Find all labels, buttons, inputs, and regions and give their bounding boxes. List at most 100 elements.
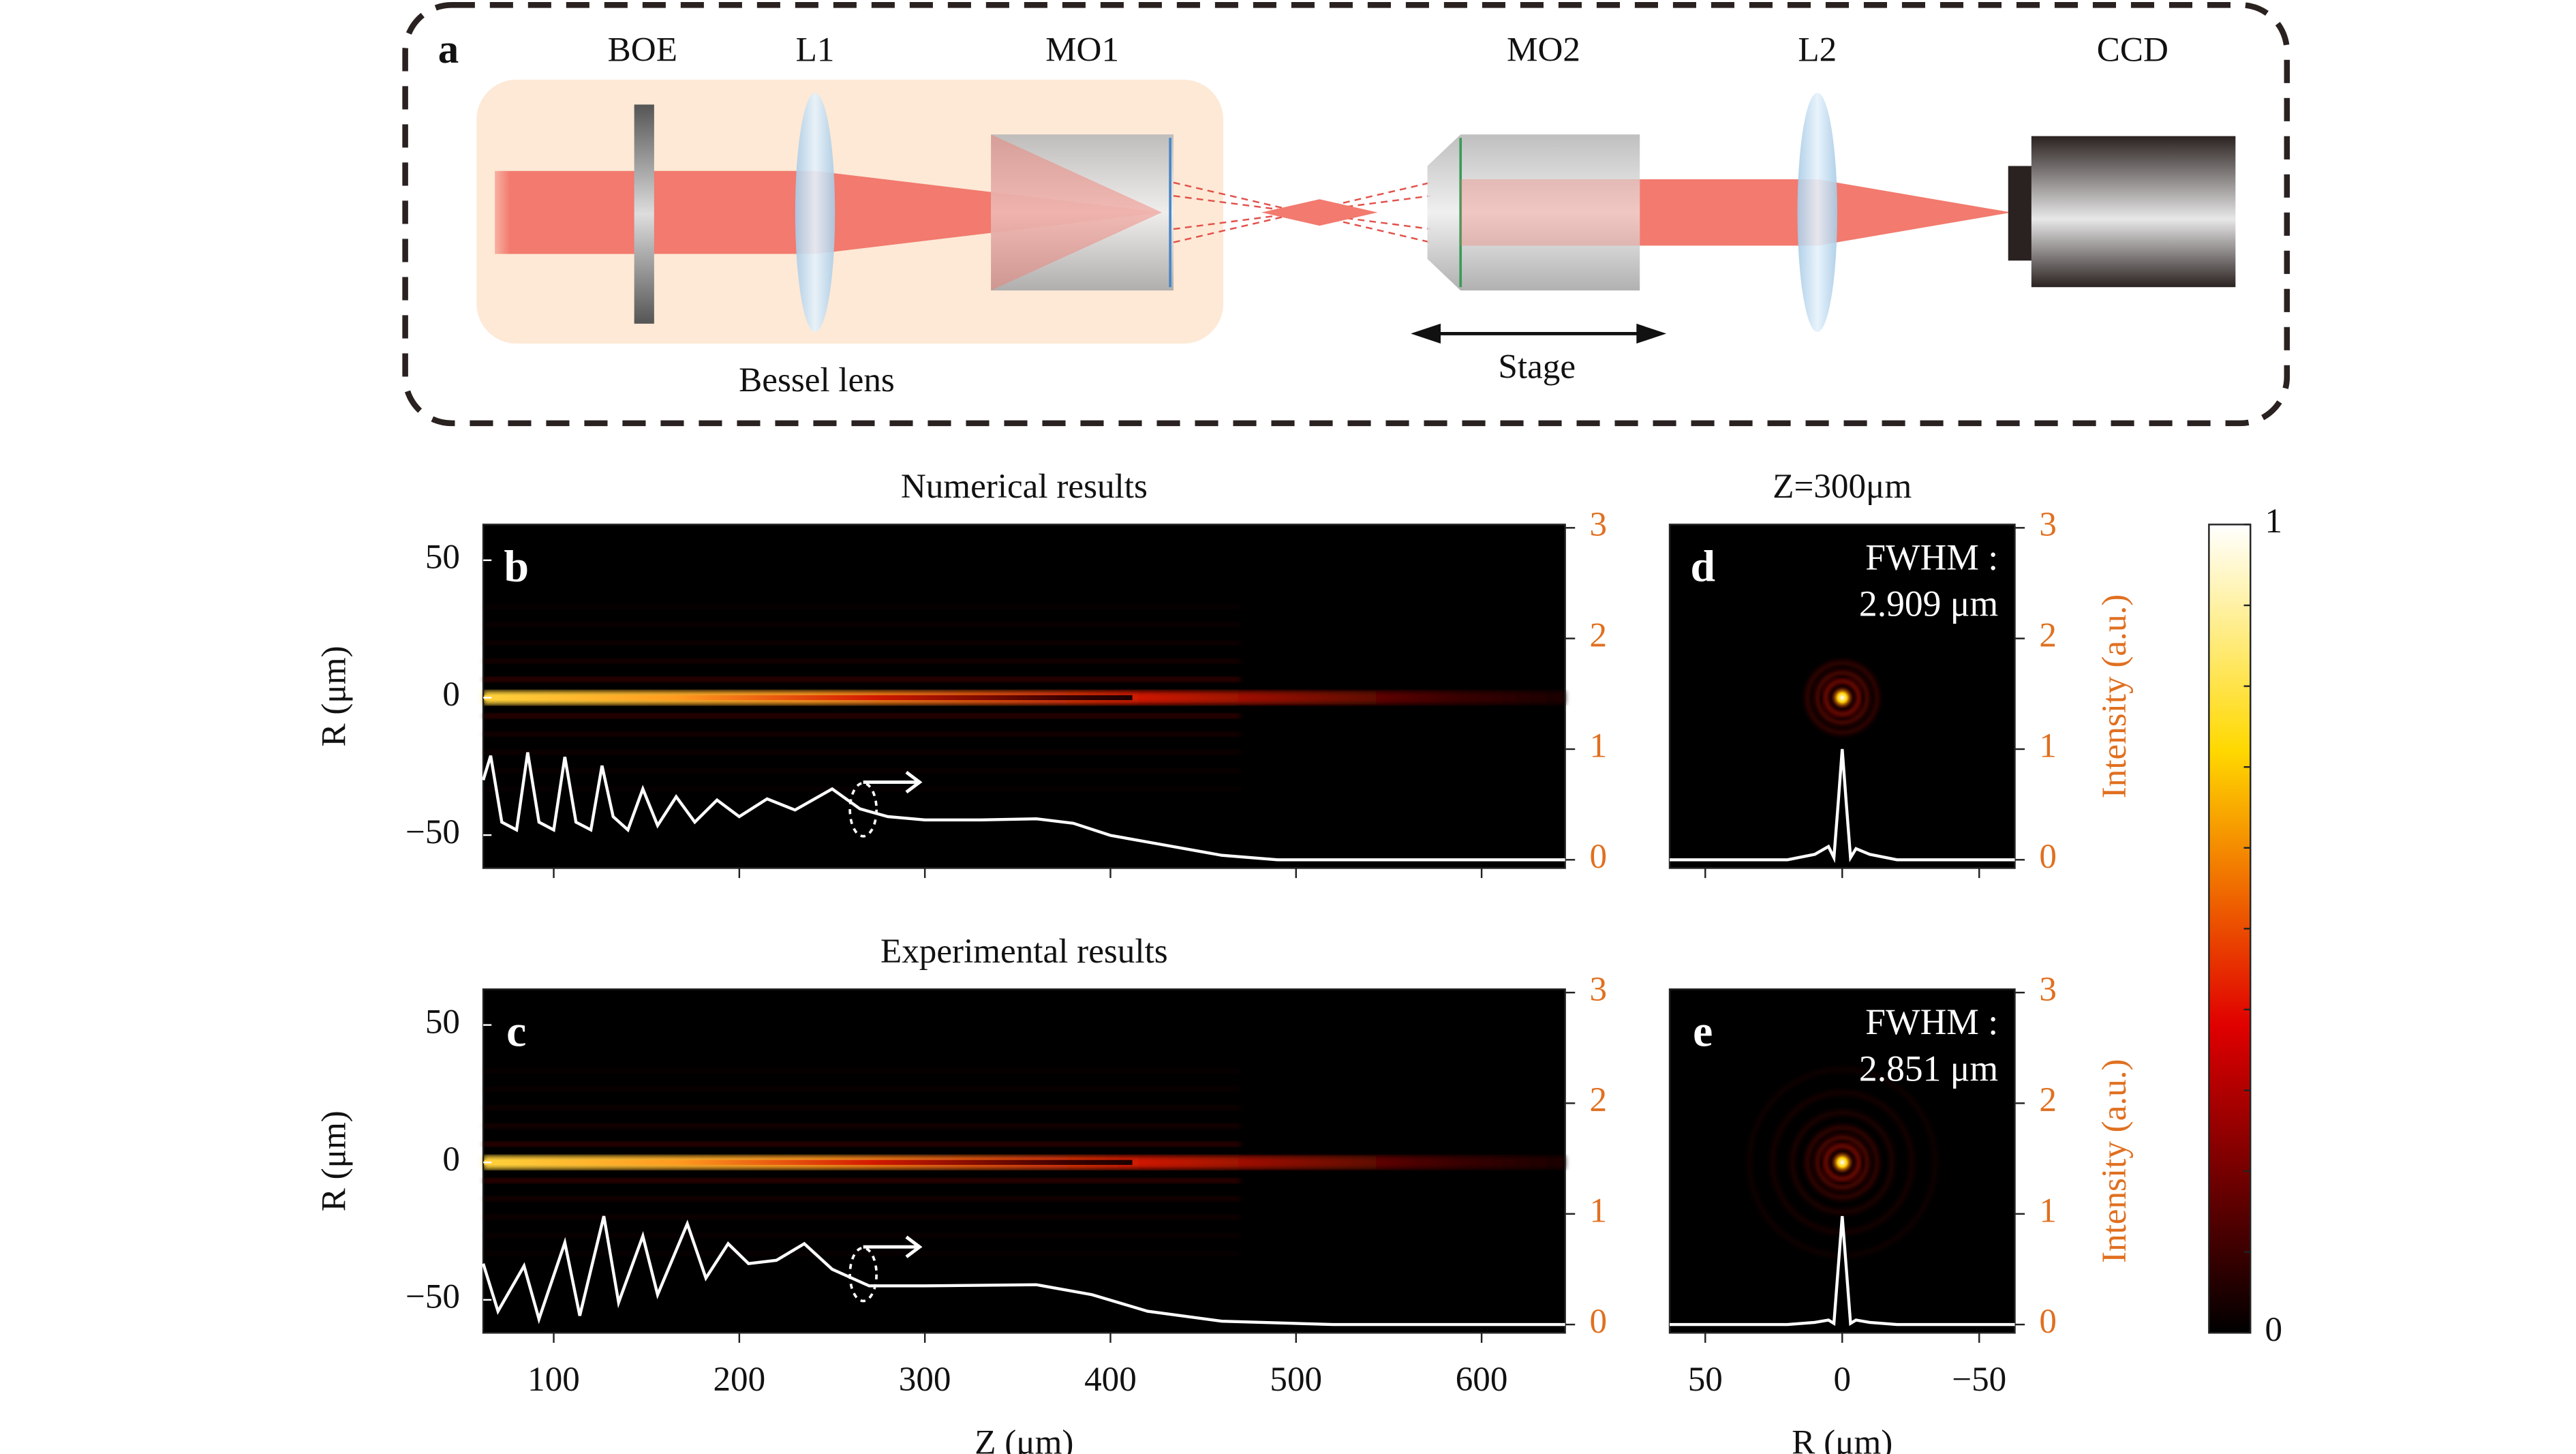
component-label: MO2 — [1507, 31, 1580, 70]
airy-core — [1830, 686, 1854, 710]
y-tick-label: 0 — [442, 675, 460, 714]
airy-ring — [1805, 661, 1880, 735]
heatmap-fringe — [483, 1087, 1241, 1092]
chart-title: Z=300μm — [1773, 467, 1912, 506]
airy-ring — [1823, 679, 1861, 716]
fwhm-annotation: 2.851 μm — [1859, 1048, 1998, 1089]
heatmap-fringe — [483, 1232, 1241, 1239]
plot-frame — [482, 524, 1566, 869]
heatmap-fringe — [483, 768, 1241, 774]
beam — [647, 170, 1162, 254]
boe-plate — [634, 104, 654, 324]
component-label: MO1 — [1045, 31, 1119, 70]
airy-ring — [1747, 1067, 1937, 1258]
heatmap-fringe — [483, 677, 1241, 682]
airy-ring — [1815, 1135, 1869, 1190]
x-tick-label: 300 — [899, 1360, 951, 1399]
beam — [495, 170, 648, 254]
heatmap-core — [483, 695, 1133, 701]
chart-title: Experimental results — [880, 932, 1168, 971]
y2-tick-label: 3 — [2039, 970, 2057, 1009]
x-tick-label: 200 — [714, 1360, 766, 1399]
heatmap-fringe — [483, 1141, 1241, 1147]
chart-panel: −50 0 50 0 1 2 3 Intensity (a.u.) R (μm) e FWHM : 2… — [1668, 970, 2134, 1454]
airy-ring — [1823, 1143, 1861, 1181]
heatmap-fringe — [483, 1214, 1241, 1220]
diagram-frame — [402, 2, 2290, 427]
heatmap-fringe — [483, 1105, 1241, 1110]
lens — [1797, 93, 1837, 332]
y2-tick-label: 0 — [1590, 837, 1608, 876]
x-axis-label: Z (μm) — [975, 1423, 1073, 1454]
component-label: Bessel lens — [739, 361, 895, 399]
heatmap-core — [483, 1160, 1133, 1165]
heatmap-fringe — [483, 1196, 1241, 1202]
setup-diagram: a BOE L1 MO1 MO2 L2 CCD Bessel lens Stag… — [402, 2, 2290, 427]
objective — [991, 134, 1174, 291]
y-tick-label: −50 — [405, 1277, 460, 1316]
heatmap-fringe — [483, 750, 1241, 755]
fwhm-annotation: FWHM : — [1865, 1001, 1998, 1042]
direction-arrow — [863, 770, 923, 794]
y2-axis-label: Intensity (a.u.) — [2095, 594, 2134, 799]
chart-panel: −50 0 50 0 1 2 3 R (μm) Numerical results b — [315, 467, 1608, 879]
y-axis-label: R (μm) — [315, 646, 354, 746]
y2-tick-label: 3 — [1590, 970, 1608, 1009]
focus — [1261, 199, 1378, 226]
objective — [1427, 134, 1640, 291]
y2-tick-label: 0 — [2039, 837, 2057, 876]
y2-tick-label: 1 — [2039, 727, 2057, 766]
beam — [991, 134, 1162, 291]
x-tick-label: 500 — [1270, 1360, 1322, 1399]
direction-arrow — [863, 1235, 923, 1258]
y2-tick-label: 3 — [1590, 505, 1608, 544]
y2-tick-label: 1 — [1590, 1191, 1608, 1230]
ccd — [2031, 136, 2236, 288]
colorbar — [2208, 524, 2252, 1334]
y-tick-label: 50 — [425, 538, 460, 577]
heatmap-fringe — [483, 1123, 1241, 1129]
arrowhead — [1636, 323, 1667, 344]
lens — [795, 93, 835, 332]
beam — [1460, 179, 1640, 246]
x-tick-label: 50 — [1688, 1360, 1723, 1399]
y-axis-label: R (μm) — [315, 1110, 354, 1211]
heatmap-fringe — [483, 658, 1241, 664]
heatmap-fringe — [483, 640, 1241, 646]
y2-tick-label: 2 — [2039, 616, 2057, 654]
airy-ring — [1790, 1110, 1895, 1215]
y2-tick-label: 2 — [2039, 1080, 2057, 1119]
panel-letter: b — [504, 542, 529, 592]
intensity-profile — [1670, 1215, 2015, 1327]
arrowhead — [1411, 323, 1441, 344]
panel-letter: a — [438, 27, 459, 72]
x-tick-label: 600 — [1456, 1360, 1508, 1399]
intensity-profile — [481, 752, 1565, 862]
panel-letter: c — [506, 1006, 526, 1056]
heatmap-fringe — [483, 786, 1241, 792]
chart-panel: −50 0 50 100 200 300 400 500 600 0 1 2 3 R (μm) Z (μm)… — [315, 932, 1608, 1454]
heatmap-fringe — [483, 622, 1241, 627]
heatmap-fringe — [483, 713, 1241, 718]
x-tick-label: 0 — [1833, 1360, 1851, 1399]
component-label: Stage — [1498, 348, 1576, 387]
colorbar-tick-label: 1 — [2265, 502, 2283, 541]
airy-core — [1830, 1151, 1854, 1175]
chart-panel: 0 1 2 3 Intensity (a.u.) Z=300μm d FWHM : 2.909 … — [1668, 467, 2134, 879]
y2-tick-label: 1 — [1590, 727, 1608, 766]
intensity-profile — [481, 1215, 1565, 1327]
heatmap-fringe — [483, 731, 1241, 737]
heatmap-fringe — [483, 1251, 1241, 1256]
panel-letter: e — [1693, 1006, 1713, 1056]
ccd-mount — [2008, 166, 2035, 261]
y2-tick-label: 0 — [2039, 1302, 2057, 1341]
x-tick-label: −50 — [1952, 1360, 2006, 1399]
component-label: L1 — [796, 31, 835, 70]
chart-title: Numerical results — [901, 467, 1148, 506]
y2-tick-label: 2 — [1590, 1080, 1608, 1119]
marker-ellipse — [848, 781, 878, 838]
airy-ring — [1815, 670, 1869, 725]
heatmap-fringe — [483, 1178, 1241, 1183]
marker-ellipse — [848, 1246, 878, 1303]
